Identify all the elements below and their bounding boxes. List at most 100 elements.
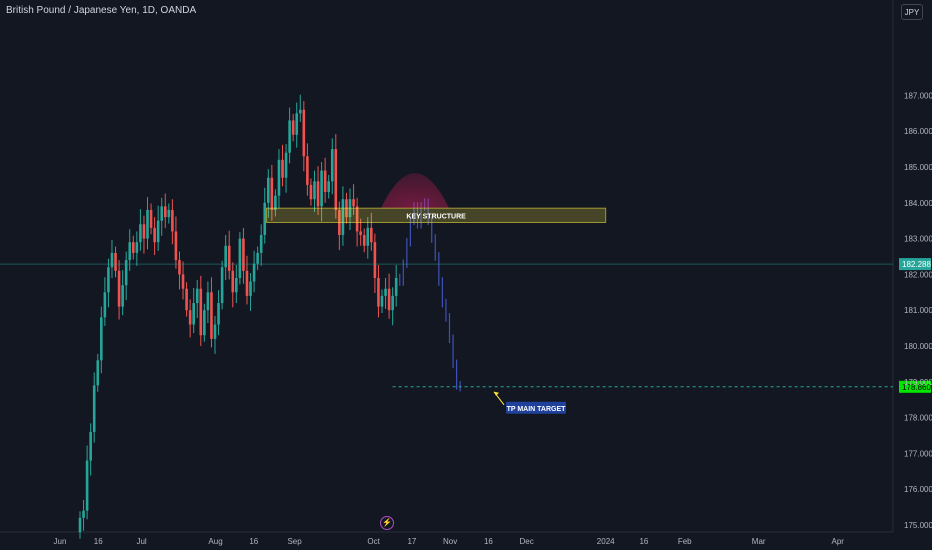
- chart-title: British Pound / Japanese Yen, 1D, OANDA: [6, 5, 197, 16]
- x-tick-label: Mar: [752, 537, 766, 546]
- candle-body: [114, 252, 117, 271]
- candle-body: [334, 149, 338, 210]
- target-price-badge: [899, 380, 931, 393]
- candle-body: [206, 292, 210, 311]
- reversal-dome-shape: [381, 173, 449, 209]
- candle-body: [110, 252, 114, 268]
- candle-body: [263, 202, 267, 236]
- y-tick-label: 177.000: [904, 449, 932, 458]
- candle-body: [291, 120, 295, 135]
- candle-body: [288, 120, 291, 153]
- x-tick-label: 17: [407, 537, 416, 546]
- candle-body: [181, 274, 185, 289]
- candle-body: [316, 181, 320, 207]
- candle-body: [394, 277, 398, 296]
- x-tick-label: Oct: [367, 537, 380, 546]
- candle-body: [128, 242, 132, 261]
- candle-body: [330, 149, 334, 182]
- candle-body: [135, 242, 139, 253]
- candle-body: [220, 267, 224, 304]
- candle-body: [156, 220, 160, 243]
- key-structure-label: KEY STRUCTURE: [406, 213, 466, 220]
- candle-body: [203, 310, 206, 336]
- y-tick-label: 179.000: [904, 378, 932, 387]
- x-tick-label: 16: [94, 537, 103, 546]
- candle-body: [380, 295, 384, 307]
- candle-body: [277, 159, 281, 196]
- target-label: TP MAIN TARGET: [507, 406, 567, 413]
- candle-body: [256, 252, 259, 264]
- candle-body: [284, 152, 288, 178]
- candle-body: [387, 288, 391, 311]
- candle-body: [313, 181, 316, 200]
- candle-body: [139, 224, 142, 243]
- candle-body: [355, 206, 359, 232]
- last-price-badge: [899, 258, 931, 271]
- target-price-label: 178.860: [902, 383, 931, 392]
- currency-button[interactable]: JPY: [901, 4, 923, 20]
- candle-body: [210, 292, 213, 339]
- candle-body: [117, 270, 121, 307]
- candle-body: [163, 206, 167, 218]
- target-arrow-head: [494, 391, 499, 396]
- x-tick-label: Aug: [208, 537, 222, 546]
- candle-body: [227, 245, 231, 271]
- candle-body: [266, 177, 270, 203]
- candle-body: [89, 431, 92, 461]
- candle-body: [391, 295, 394, 311]
- y-tick-label: 175.000: [904, 521, 932, 530]
- y-tick-label: 183.000: [904, 235, 932, 244]
- x-tick-label: 16: [639, 537, 648, 546]
- candle-body: [82, 510, 85, 518]
- x-tick-label: Apr: [832, 537, 845, 546]
- candle-body: [149, 209, 153, 228]
- candle-body: [370, 227, 373, 243]
- candle-body: [327, 181, 330, 193]
- candle-body: [341, 199, 345, 236]
- candle-body: [274, 195, 277, 210]
- target-label-box: [506, 401, 566, 414]
- candle-body: [373, 242, 377, 278]
- candle-body: [192, 303, 195, 325]
- x-tick-label: 2024: [597, 537, 615, 546]
- candle-body: [124, 260, 128, 286]
- y-tick-label: 182.000: [904, 270, 932, 279]
- candle-body: [231, 270, 235, 293]
- candle-body: [352, 199, 355, 207]
- candle-body: [242, 238, 245, 271]
- candle-body: [235, 277, 238, 293]
- candle-body: [100, 317, 103, 361]
- candle-body: [78, 517, 82, 533]
- y-tick-label: 187.000: [904, 91, 932, 100]
- candle-body: [171, 209, 174, 232]
- candle-body: [121, 285, 124, 307]
- y-tick-label: 178.000: [904, 414, 932, 423]
- candle-body: [377, 277, 380, 307]
- candle-body: [281, 159, 284, 178]
- candle-body: [309, 184, 313, 200]
- x-tick-label: Sep: [287, 537, 302, 546]
- x-tick-label: 16: [484, 537, 493, 546]
- x-tick-label: Nov: [443, 537, 457, 546]
- candle-body: [146, 209, 149, 239]
- candle-body: [252, 263, 256, 282]
- x-tick-label: Dec: [520, 537, 534, 546]
- candle-body: [295, 113, 299, 135]
- x-tick-label: Feb: [678, 537, 692, 546]
- y-tick-label: 176.000: [904, 485, 932, 494]
- candle-body: [362, 235, 366, 246]
- candle-body: [298, 109, 302, 114]
- lightning-alert-icon[interactable]: ⚡: [380, 516, 394, 530]
- candle-body: [224, 245, 227, 268]
- candle-body: [306, 156, 309, 185]
- candle-body: [174, 231, 178, 261]
- candle-body: [366, 227, 370, 246]
- candle-body: [85, 460, 89, 511]
- candle-body: [217, 303, 220, 325]
- candle-body: [96, 360, 100, 386]
- candle-body: [245, 270, 249, 296]
- y-tick-label: 180.000: [904, 342, 932, 351]
- y-tick-label: 185.000: [904, 163, 932, 172]
- candle-body: [195, 288, 199, 304]
